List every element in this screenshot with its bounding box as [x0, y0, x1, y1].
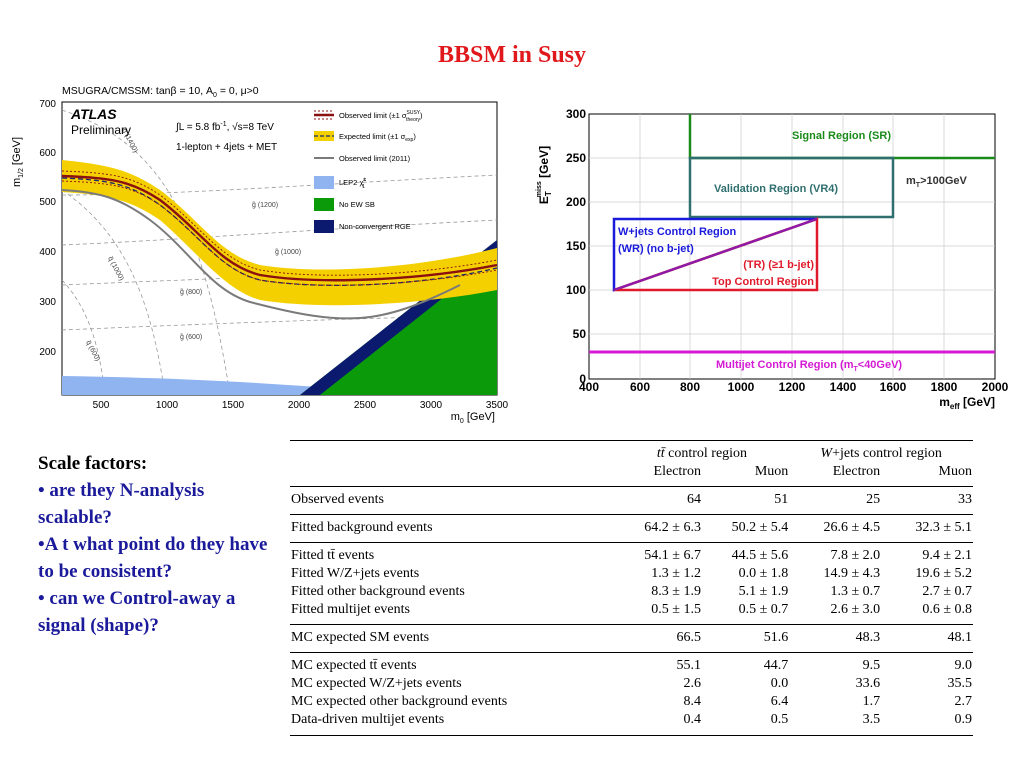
gluino-label: g̃ (600) — [180, 334, 203, 341]
table-row: Fitted other background events 8.3 ± 1.9… — [291, 584, 972, 599]
svg-text:250: 250 — [566, 151, 586, 165]
table-row: MC expected SM events 66.5 51.6 48.3 48.1 — [290, 624, 973, 653]
table-row: Fitted W/Z+jets events 1.3 ± 1.2 0.0 ± 1.… — [291, 566, 972, 581]
wjets-region-label-2: (WR) (no b-jet) — [618, 243, 694, 255]
svg-text:1400: 1400 — [830, 380, 857, 394]
scale-factors: Scale factors: • are they N-analysis sca… — [38, 450, 278, 639]
scale-factor-item: • can we Control-away a signal (shape)? — [38, 588, 236, 636]
atlas-y-label: m1/2 [GeV] — [11, 137, 25, 187]
svg-text:600: 600 — [39, 148, 56, 159]
observed-limit-line — [62, 174, 497, 282]
validation-region-label: Validation Region (VR4) — [714, 183, 838, 195]
svg-text:600: 600 — [630, 380, 650, 394]
top-region-label-1: (TR) (≥1 b-jet) — [743, 259, 814, 271]
table-row: Observed events 64 51 25 33 — [290, 486, 973, 515]
svg-text:1000: 1000 — [728, 380, 755, 394]
top-region-label-2: Top Control Region — [712, 276, 814, 288]
svg-text:200: 200 — [566, 195, 586, 209]
atlas-y-ticks: 200 300 400 500 600 700 — [39, 99, 56, 358]
svg-text:2000: 2000 — [982, 380, 1009, 394]
legend-nonconv: Non-convergent RGE — [339, 222, 411, 231]
svg-text:1800: 1800 — [931, 380, 958, 394]
table-row: Fitted tt̄ events 54.1 ± 6.7 44.5 ± 5.6 7… — [290, 542, 973, 565]
table-column-header: Electron Muon Electron Muon — [653, 464, 972, 479]
mt-cut-label: mT>100GeV — [906, 175, 968, 189]
svg-text:100: 100 — [566, 283, 586, 297]
svg-text:3500: 3500 — [486, 400, 509, 411]
expected-band — [62, 160, 497, 306]
scale-factor-item: •A t what point do they have to be consi… — [38, 534, 268, 582]
svg-text:150: 150 — [566, 239, 586, 253]
scale-factors-heading: Scale factors: — [38, 453, 148, 474]
svg-text:2500: 2500 — [354, 400, 377, 411]
svg-text:50: 50 — [573, 327, 587, 341]
lumi-label: ∫L = 5.8 fb-1, √s=8 TeV — [175, 121, 274, 133]
expected-limit-line — [62, 177, 497, 286]
regions-x-label: meff [GeV] — [939, 395, 995, 411]
svg-text:800: 800 — [680, 380, 700, 394]
group-ttbar: tt̄ control region — [614, 440, 790, 463]
legend-lep2: LEP2 χ̃± 1 — [339, 177, 366, 190]
atlas-legend: Observed limit (±1 σSUSY theory) Expected… — [314, 110, 423, 233]
svg-text:200: 200 — [39, 347, 56, 358]
svg-text:1200: 1200 — [779, 380, 806, 394]
atlas-x-label: m0 [GeV] — [451, 411, 495, 425]
svg-text:300: 300 — [566, 107, 586, 121]
plot-header: MSUGRA/CMSSM: tanβ = 10, A0 = 0, μ>0 — [62, 85, 259, 99]
atlas-x-ticks: 500 1000 1500 2000 2500 3000 3500 — [93, 400, 509, 411]
table-group-header: tt̄ control region W+jets control region — [290, 440, 973, 463]
observed-theory-lower — [62, 180, 497, 286]
gluino-label: g̃ (800) — [180, 289, 203, 296]
atlas-preliminary: Preliminary — [71, 123, 131, 137]
squark-contours — [62, 109, 231, 395]
observed-2011-line — [62, 189, 461, 320]
table-row: MC expected other background events 8.4 6… — [291, 694, 972, 709]
atlas-exclusion-plot: MSUGRA/CMSSM: tanβ = 10, A0 = 0, μ>0 — [11, 85, 509, 425]
svg-text:0: 0 — [579, 372, 586, 386]
table-row: MC expected tt̄ events 55.1 44.7 9.5 9.0 — [290, 652, 973, 675]
svg-text:700: 700 — [39, 99, 56, 110]
gluino-label: g̃ (1000) — [275, 249, 301, 256]
scale-factor-item: • are they N-analysis scalable? — [38, 480, 205, 528]
svg-text:1600: 1600 — [880, 380, 907, 394]
validation-region — [688, 156, 895, 219]
svg-text:400: 400 — [579, 380, 599, 394]
multijet-region-label: Multijet Control Region (mT<40GeV) — [716, 359, 902, 373]
observed-theory-upper — [62, 170, 497, 276]
region-diagonal — [613, 218, 818, 291]
signal-region-label: Signal Region (SR) — [792, 130, 891, 142]
channel-label: 1-lepton + 4jets + MET — [176, 142, 277, 153]
control-regions-plot: Signal Region (SR) Validation Region (VR… — [536, 107, 1009, 411]
svg-text:300: 300 — [39, 297, 56, 308]
legend-2011: Observed limit (2011) — [339, 154, 411, 163]
legend-observed: Observed limit (±1 σSUSY theory) — [339, 110, 423, 123]
svg-text:2000: 2000 — [288, 400, 311, 411]
wjets-region-label-1: W+jets Control Region — [618, 226, 737, 238]
regions-x-ticks: 400 600 800 1000 1200 1400 1600 1800 200… — [579, 380, 1009, 394]
svg-text:500: 500 — [93, 400, 110, 411]
legend-noewsb: No EW SB — [339, 200, 375, 209]
table-row: MC expected W/Z+jets events 2.6 0.0 33.6 3… — [291, 676, 972, 691]
svg-text:1000: 1000 — [156, 400, 179, 411]
group-wjets: W+jets control region — [789, 440, 973, 463]
table-row: Data-driven multijet events 0.4 0.5 3.5 0.… — [290, 711, 973, 736]
table-row: Fitted multijet events 0.5 ± 1.5 0.5 ± 0.… — [291, 602, 972, 617]
svg-text:500: 500 — [39, 197, 56, 208]
control-region-table: tt̄ control region W+jets control region… — [290, 440, 973, 736]
regions-y-ticks: 0 50 100 150 200 250 300 — [566, 107, 586, 386]
svg-text:3000: 3000 — [420, 400, 443, 411]
legend-expected: Expected limit (±1 σexp) — [339, 132, 416, 143]
svg-text:400: 400 — [39, 247, 56, 258]
regions-y-label: ETmiss [GeV] — [536, 146, 553, 204]
atlas-logo: ATLAS — [70, 106, 117, 122]
table-row: Fitted background events 64.2 ± 6.3 50.2 … — [290, 514, 973, 543]
gluino-label: g̃ (1200) — [252, 202, 278, 209]
slide-title: BBSM in Susy — [437, 42, 587, 68]
svg-text:1500: 1500 — [222, 400, 245, 411]
